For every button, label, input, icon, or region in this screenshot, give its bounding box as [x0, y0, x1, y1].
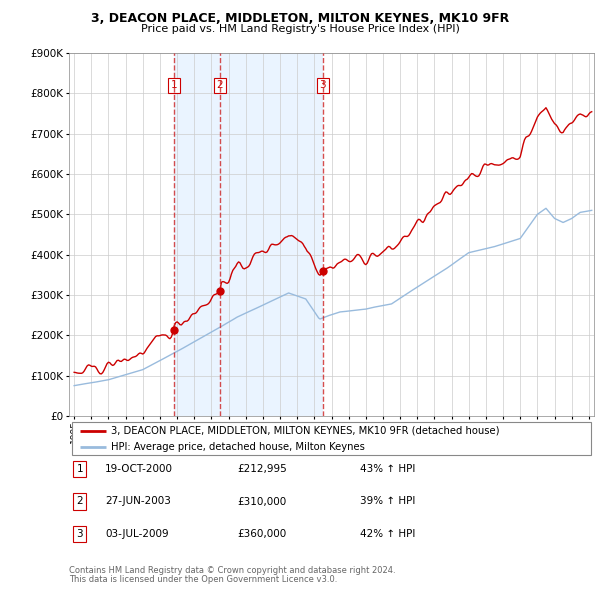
Text: 2: 2: [76, 497, 83, 506]
Text: 27-JUN-2003: 27-JUN-2003: [105, 497, 171, 506]
Text: Contains HM Land Registry data © Crown copyright and database right 2024.: Contains HM Land Registry data © Crown c…: [69, 566, 395, 575]
Text: 2: 2: [217, 80, 223, 90]
Text: 1: 1: [170, 80, 177, 90]
Text: 3: 3: [76, 529, 83, 539]
Bar: [173, 53, 323, 416]
Text: 3, DEACON PLACE, MIDDLETON, MILTON KEYNES, MK10 9FR: 3, DEACON PLACE, MIDDLETON, MILTON KEYNE…: [91, 12, 509, 25]
Text: 1: 1: [76, 464, 83, 474]
Text: 42% ↑ HPI: 42% ↑ HPI: [360, 529, 415, 539]
Text: This data is licensed under the Open Government Licence v3.0.: This data is licensed under the Open Gov…: [69, 575, 337, 584]
Text: £310,000: £310,000: [237, 497, 286, 506]
Text: 3: 3: [320, 80, 326, 90]
Text: 39% ↑ HPI: 39% ↑ HPI: [360, 497, 415, 506]
Text: £212,995: £212,995: [237, 464, 287, 474]
FancyBboxPatch shape: [71, 422, 592, 455]
Text: 43% ↑ HPI: 43% ↑ HPI: [360, 464, 415, 474]
Text: Price paid vs. HM Land Registry's House Price Index (HPI): Price paid vs. HM Land Registry's House …: [140, 24, 460, 34]
Text: 19-OCT-2000: 19-OCT-2000: [105, 464, 173, 474]
Text: 03-JUL-2009: 03-JUL-2009: [105, 529, 169, 539]
Text: £360,000: £360,000: [237, 529, 286, 539]
Text: HPI: Average price, detached house, Milton Keynes: HPI: Average price, detached house, Milt…: [111, 442, 365, 453]
Text: 3, DEACON PLACE, MIDDLETON, MILTON KEYNES, MK10 9FR (detached house): 3, DEACON PLACE, MIDDLETON, MILTON KEYNE…: [111, 425, 499, 435]
